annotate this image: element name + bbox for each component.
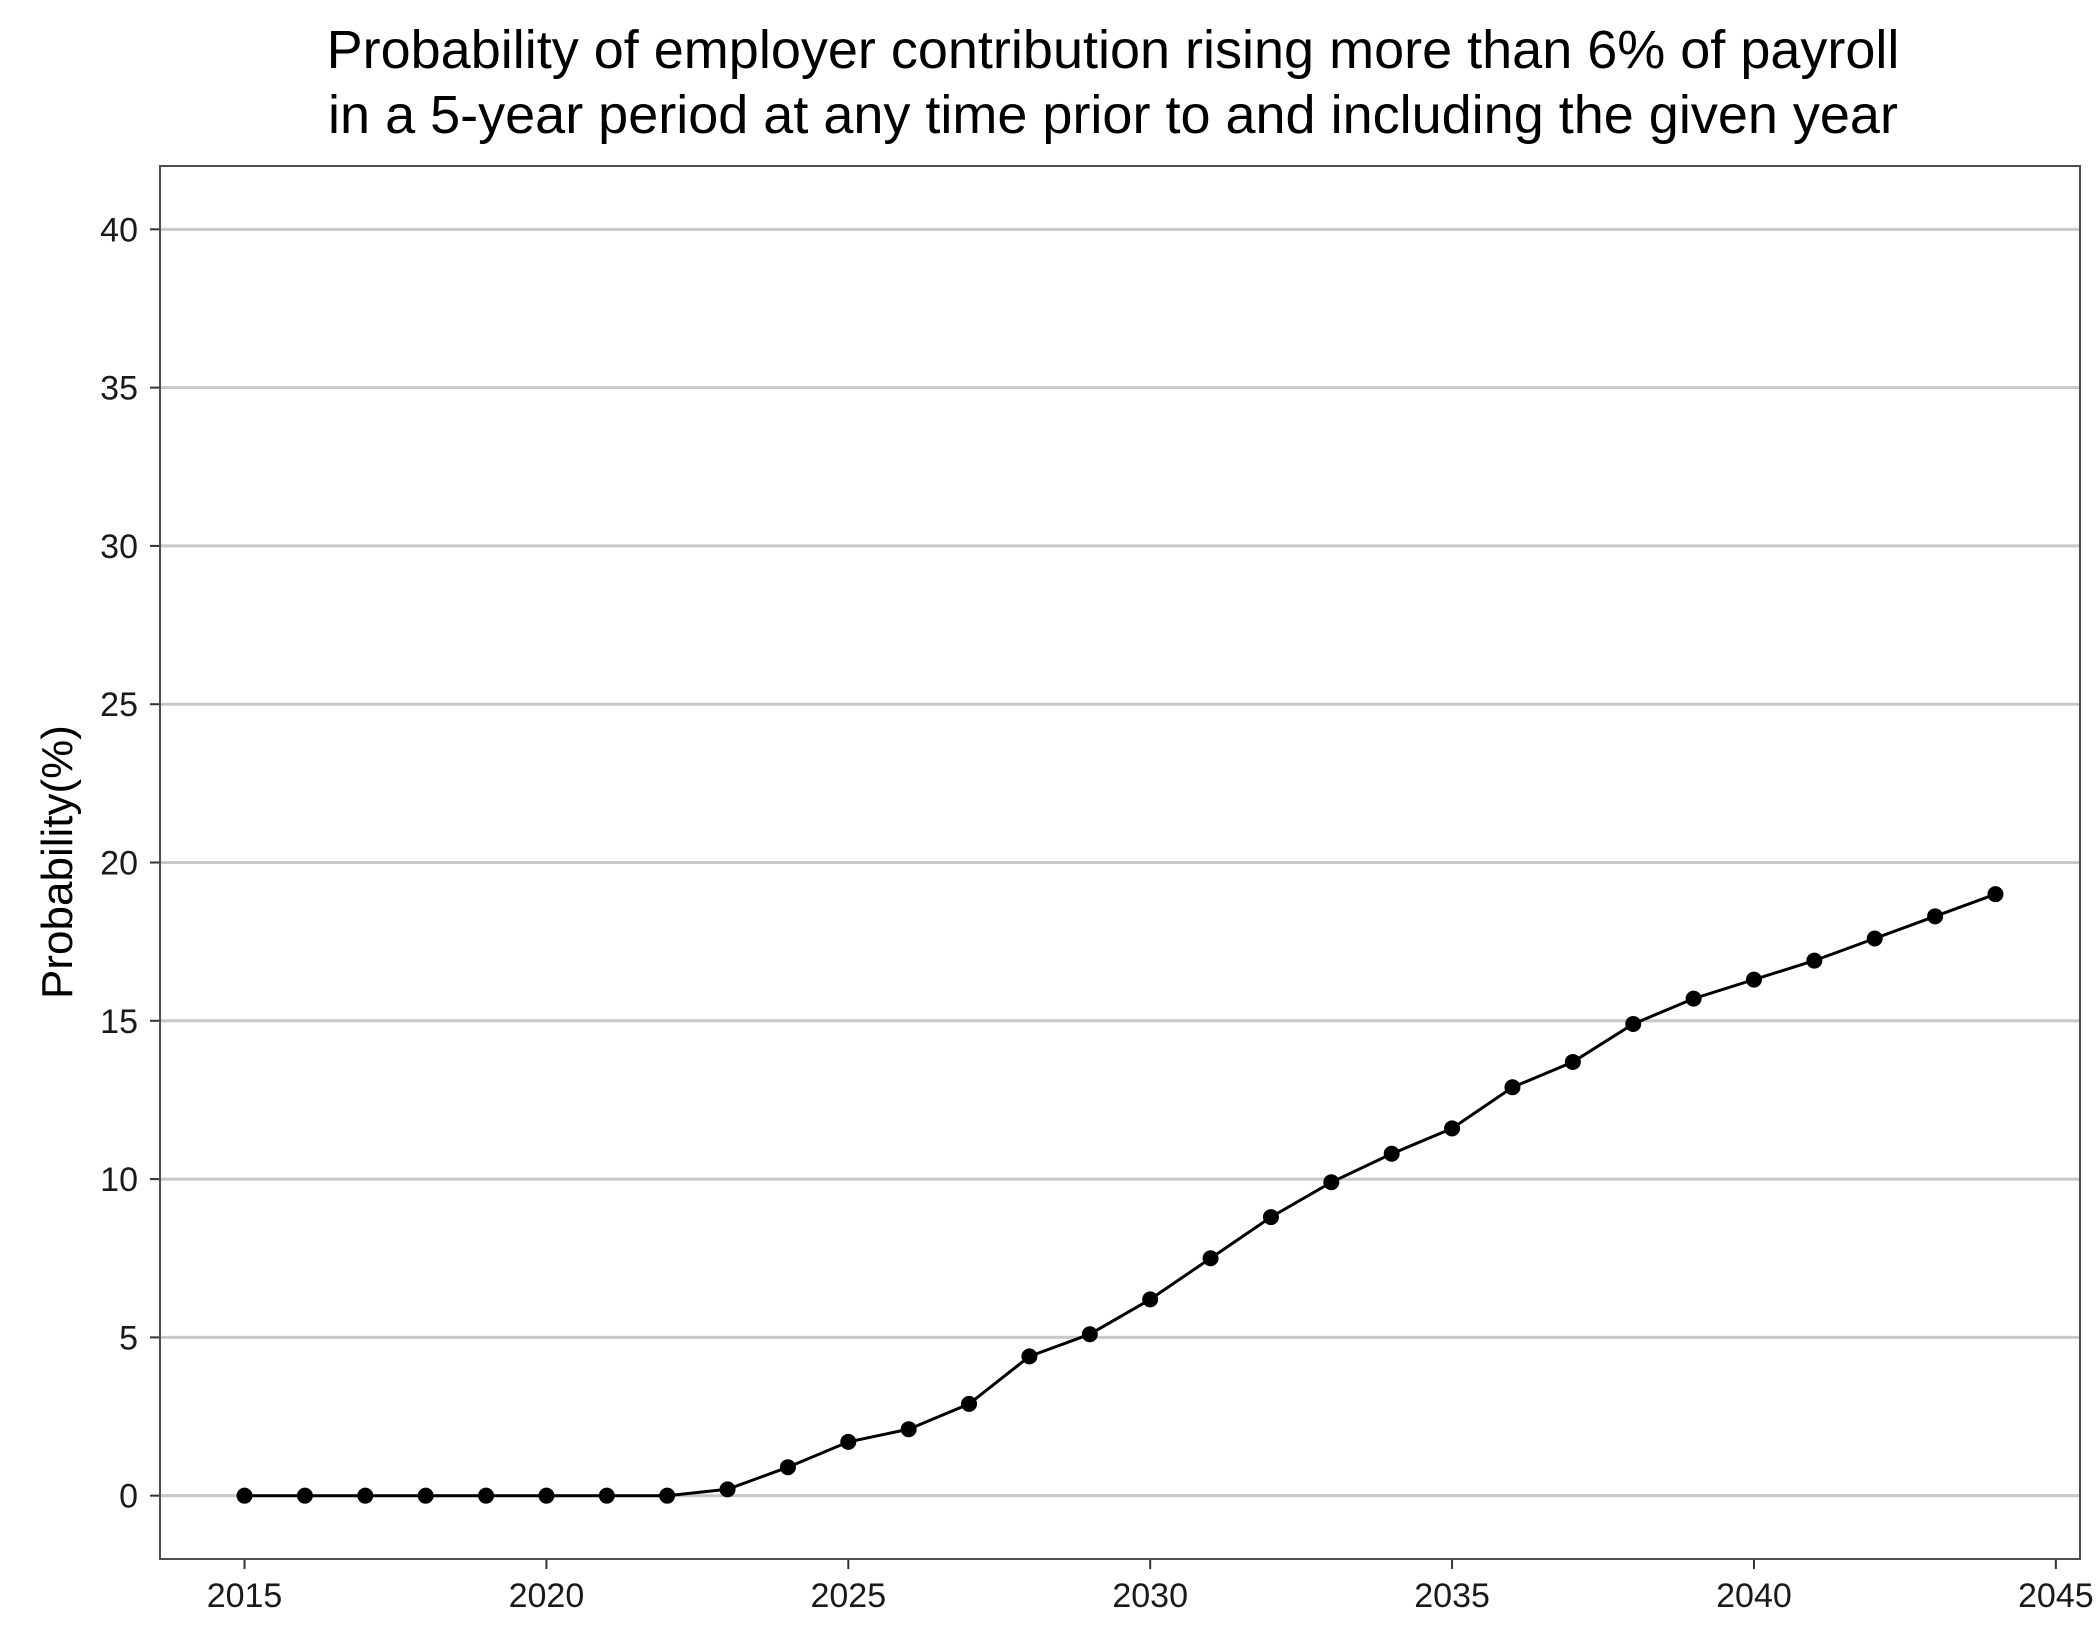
x-tick-label-2035: 2035 [1414,1577,1490,1615]
y-tick-label-10: 10 [100,1161,138,1199]
data-point-2037 [1564,1053,1581,1070]
data-point-2022 [659,1487,676,1504]
data-point-2029 [1081,1326,1098,1343]
y-tick-label-30: 30 [100,528,138,566]
x-tick-label-2020: 2020 [509,1577,585,1615]
chart-title-line-2: in a 5-year period at any time prior to … [328,85,1898,145]
data-point-2030 [1142,1291,1159,1308]
chart-title: Probability of employer contribution ris… [327,20,1900,145]
y-tick-label-15: 15 [100,1003,138,1041]
chart-title-line-1: Probability of employer contribution ris… [327,20,1900,80]
data-point-2023 [719,1481,736,1498]
y-tick-label-35: 35 [100,370,138,408]
y-tick-label-5: 5 [119,1319,138,1357]
data-point-2018 [417,1487,434,1504]
x-tick-label-2025: 2025 [810,1577,886,1615]
gridlines [160,227,2080,1498]
data-point-2024 [779,1459,796,1476]
data-point-2015 [236,1487,253,1504]
series-line-0 [244,892,1997,1498]
data-point-2041 [1806,952,1823,969]
data-point-2016 [296,1487,313,1504]
data-point-2034 [1383,1145,1400,1162]
data-point-2021 [598,1487,615,1504]
data-point-2044 [1987,886,2004,903]
plot-panel-border [159,165,2081,1560]
data-point-2031 [1202,1250,1219,1267]
data-point-2028 [1021,1348,1038,1365]
data-point-2020 [538,1487,555,1504]
y-tick-label-0: 0 [119,1478,138,1516]
data-point-2036 [1504,1079,1521,1096]
series-layer [236,886,2004,1504]
data-point-2026 [900,1421,917,1438]
data-point-2035 [1444,1120,1461,1137]
x-tick-label-2040: 2040 [1716,1577,1792,1615]
data-point-2017 [357,1487,374,1504]
y-axis-title: Probability(%) [33,725,82,999]
data-point-2038 [1625,1015,1642,1032]
data-point-2033 [1323,1174,1340,1191]
x-tick-label-2045: 2045 [2018,1577,2094,1615]
y-tick-label-20: 20 [100,845,138,883]
data-point-2039 [1685,990,1702,1007]
data-point-2040 [1745,971,1762,988]
y-tick-label-40: 40 [100,211,138,249]
data-point-2025 [840,1433,857,1450]
data-point-2043 [1927,908,1944,925]
data-point-2032 [1262,1209,1279,1226]
x-tick-label-2030: 2030 [1112,1577,1188,1615]
x-tick-label-2015: 2015 [207,1577,283,1615]
data-point-2027 [961,1395,978,1412]
data-point-2042 [1866,930,1883,947]
data-point-2019 [478,1487,495,1504]
y-tick-label-25: 25 [100,686,138,724]
